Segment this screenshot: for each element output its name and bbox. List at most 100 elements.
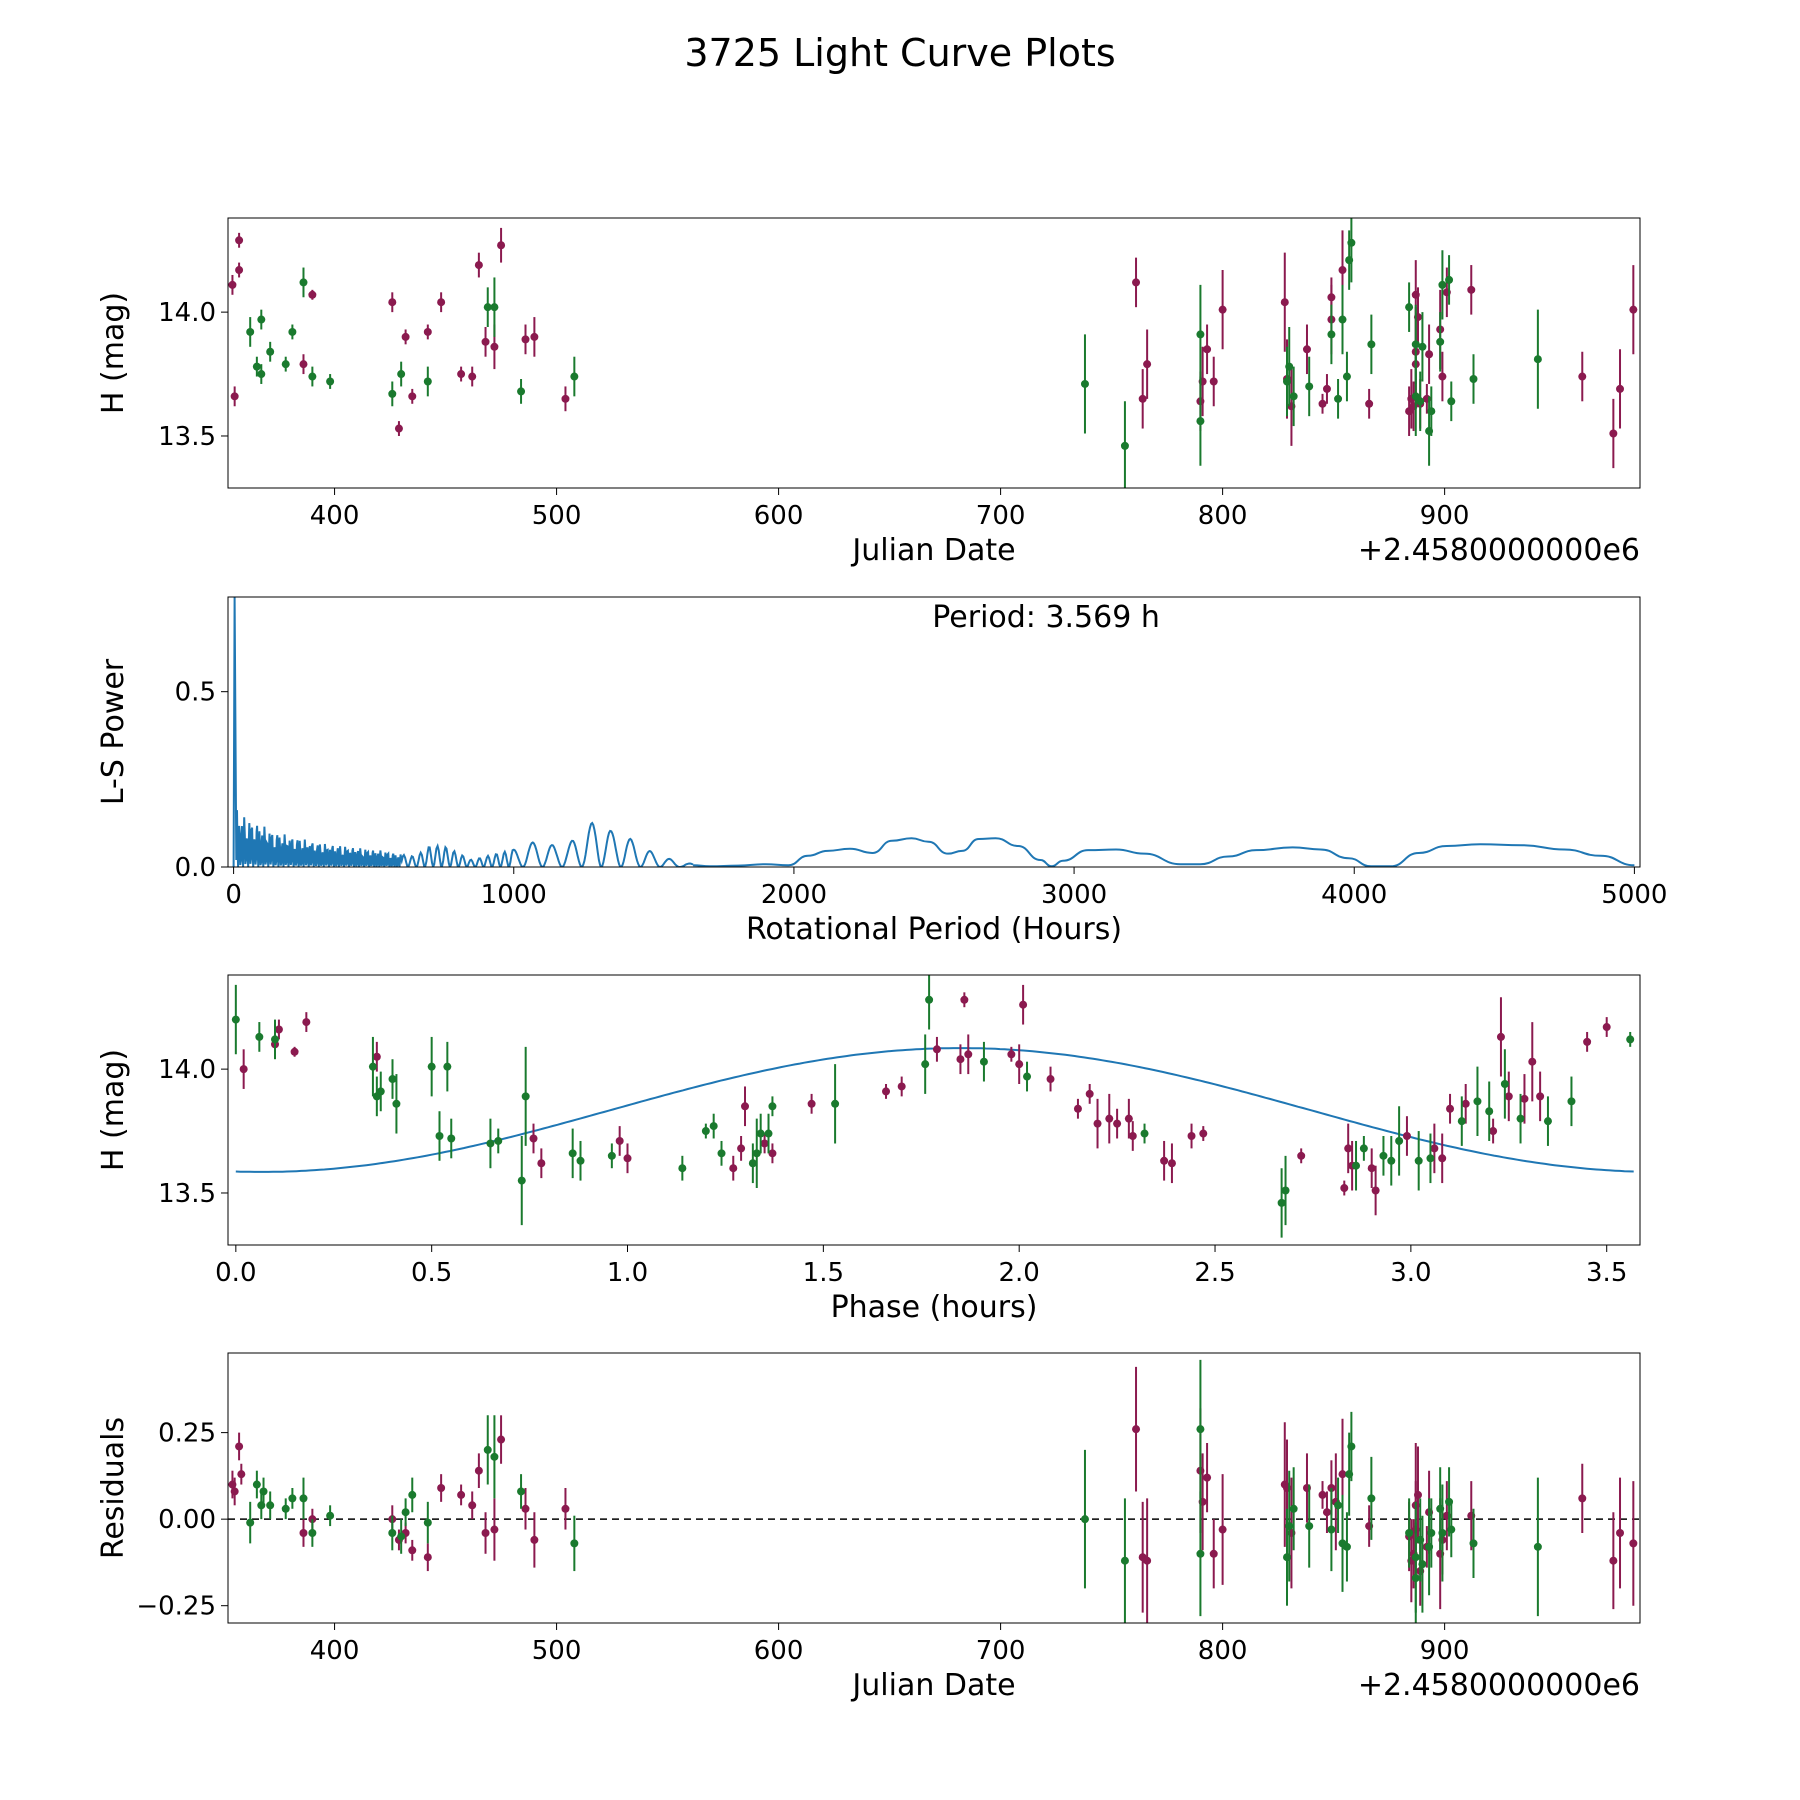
- green-point: [1567, 1097, 1576, 1106]
- green-point: [1196, 330, 1205, 339]
- green-point: [288, 327, 297, 336]
- green-point: [1379, 1151, 1388, 1160]
- green-point: [764, 1129, 773, 1138]
- purple-point: [408, 1546, 417, 1555]
- purple-point: [1629, 305, 1638, 314]
- green-point: [1023, 1072, 1032, 1081]
- green-point: [1342, 1542, 1351, 1551]
- green-point: [1416, 397, 1425, 406]
- green-point: [483, 1445, 492, 1454]
- residuals-ytick-label: 0.25: [158, 1419, 216, 1449]
- purple-point: [1203, 1473, 1212, 1482]
- purple-point: [1438, 372, 1447, 381]
- purple-point: [1344, 1144, 1353, 1153]
- phase-ytick-label: 14.0: [158, 1055, 216, 1085]
- green-point: [388, 1075, 397, 1084]
- purple-point: [274, 1025, 283, 1034]
- purple-point: [1504, 1092, 1513, 1101]
- green-point: [607, 1151, 616, 1160]
- purple-point: [1199, 1129, 1208, 1138]
- lightcurve-plot-area: [228, 218, 1638, 488]
- green-point: [1418, 1560, 1427, 1569]
- phase-ytick-label: 13.5: [158, 1179, 216, 1209]
- green-point: [266, 1501, 275, 1510]
- purple-point: [437, 298, 446, 307]
- purple-point: [1461, 1099, 1470, 1108]
- green-point: [1436, 337, 1445, 346]
- green-point: [401, 1508, 410, 1517]
- green-point: [408, 1490, 417, 1499]
- purple-point: [1105, 1114, 1114, 1123]
- purple-point: [737, 1144, 746, 1153]
- purple-point: [615, 1136, 624, 1145]
- green-point: [281, 360, 290, 369]
- purple-point: [1322, 384, 1331, 393]
- green-point: [308, 372, 317, 381]
- purple-point: [1367, 1164, 1376, 1173]
- green-point: [299, 1494, 308, 1503]
- lightcurve-xtick-label: 500: [532, 501, 582, 531]
- lightcurve-xtick-label: 800: [1198, 501, 1248, 531]
- green-point: [1352, 1161, 1361, 1170]
- periodogram-xtick-label: 4000: [1321, 880, 1387, 910]
- purple-point: [1297, 1151, 1306, 1160]
- green-point: [388, 389, 397, 398]
- green-point: [756, 1129, 765, 1138]
- green-point: [1196, 417, 1205, 426]
- purple-point: [1629, 1539, 1638, 1548]
- green-point: [427, 1062, 436, 1071]
- purple-point: [897, 1082, 906, 1091]
- green-point: [1626, 1035, 1635, 1044]
- green-point: [752, 1149, 761, 1158]
- phase-xlabel: Phase (hours): [831, 1290, 1038, 1325]
- green-point: [1327, 330, 1336, 339]
- green-point: [246, 327, 255, 336]
- green-point: [443, 1062, 452, 1071]
- green-point: [1359, 1144, 1368, 1153]
- purple-point: [623, 1154, 632, 1163]
- green-point: [517, 1487, 526, 1496]
- green-point: [490, 1452, 499, 1461]
- green-point: [568, 1149, 577, 1158]
- green-point: [1533, 355, 1542, 364]
- residuals-frame: [227, 1352, 1641, 1624]
- green-point: [1485, 1107, 1494, 1116]
- green-point: [423, 1518, 432, 1527]
- periodogram-xtick-label: 3000: [1041, 880, 1107, 910]
- periodogram-frame: [227, 596, 1641, 868]
- green-point: [1426, 1154, 1435, 1163]
- purple-point: [1602, 1023, 1611, 1032]
- green-point: [1500, 1079, 1509, 1088]
- green-point: [1120, 1556, 1129, 1565]
- green-point: [259, 1487, 268, 1496]
- green-point: [678, 1164, 687, 1173]
- periodogram-xtick-label: 2000: [761, 880, 827, 910]
- lightcurve-xlabel: Julian Date: [850, 533, 1015, 568]
- green-point: [423, 377, 432, 386]
- purple-point: [1160, 1156, 1169, 1165]
- green-point: [521, 1092, 530, 1101]
- period-annotation: Period: 3.569 h: [932, 600, 1160, 635]
- purple-point: [235, 236, 244, 245]
- purple-point: [394, 424, 403, 433]
- purple-point: [1446, 1104, 1455, 1113]
- phase-ylabel: H (mag): [96, 1049, 131, 1171]
- green-point: [748, 1159, 757, 1168]
- purple-point: [497, 1435, 506, 1444]
- green-point: [1414, 1156, 1423, 1165]
- purple-point: [1019, 1000, 1028, 1009]
- purple-point: [468, 1501, 477, 1510]
- purple-point: [401, 332, 410, 341]
- purple-point: [423, 327, 432, 336]
- green-point: [1367, 340, 1376, 349]
- green-point: [1196, 1549, 1205, 1558]
- periodogram-panel: 0 1000 2000 3000 4000 5000 0.0 0.5 Rotational Pe…: [96, 596, 1667, 947]
- green-point: [1533, 1542, 1542, 1551]
- green-point: [921, 1060, 930, 1069]
- green-point: [1457, 1117, 1466, 1126]
- purple-point: [1046, 1075, 1055, 1084]
- green-point: [368, 1062, 377, 1071]
- phase-xtick-label: 3.0: [1390, 1258, 1431, 1288]
- lightcurve-ytick-label: 13.5: [158, 422, 216, 452]
- green-point: [1411, 1574, 1420, 1582]
